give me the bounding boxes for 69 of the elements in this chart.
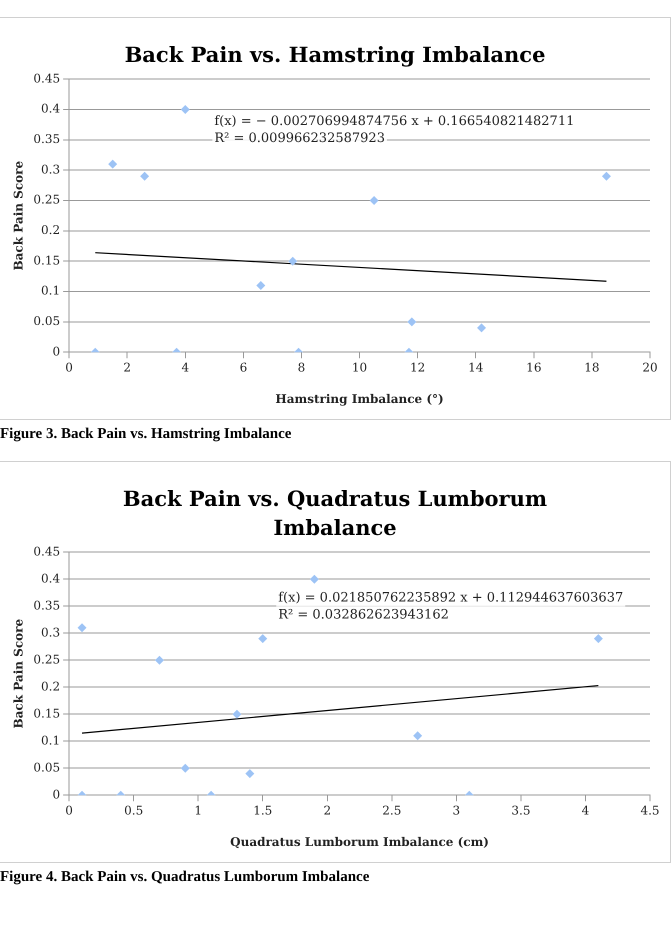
y-tick-label: 0.4 bbox=[41, 102, 60, 116]
point bbox=[370, 196, 379, 206]
x-tick-label: 4 bbox=[181, 360, 190, 375]
x-tick-label: 4 bbox=[582, 804, 590, 818]
chart-title: Back Pain vs. Quadratus Lumborum Imbalance bbox=[122, 485, 548, 542]
y-tick-label: 0.25 bbox=[33, 192, 60, 207]
point bbox=[78, 623, 87, 632]
point bbox=[154, 656, 164, 665]
y-tick-label: 0.05 bbox=[33, 314, 60, 328]
x-tick-label: 3.5 bbox=[511, 804, 530, 818]
y-tick-label: 0.4 bbox=[41, 571, 60, 586]
y-tick-label: 0.15 bbox=[33, 253, 60, 268]
point bbox=[594, 634, 603, 644]
y-tick-label: 0.1 bbox=[41, 284, 60, 298]
point bbox=[140, 172, 150, 181]
x-tick-label: 2.5 bbox=[382, 804, 402, 818]
x-axis-title: Quadratus Lumborum Imbalance (cm) bbox=[230, 834, 489, 849]
x-tick-label: 0 bbox=[65, 360, 73, 375]
y-tick-label: 0 bbox=[52, 787, 60, 802]
x-tick-label: 20 bbox=[642, 360, 658, 375]
y-tick-label: 0.05 bbox=[33, 760, 60, 774]
point bbox=[602, 172, 611, 181]
x-tick-label: 0.5 bbox=[124, 804, 144, 818]
point bbox=[258, 634, 268, 644]
point bbox=[413, 731, 422, 740]
y-tick-label: 0.2 bbox=[41, 679, 60, 694]
x-tick-label: 2 bbox=[323, 804, 332, 818]
point bbox=[108, 160, 118, 169]
y-tick-label: 0 bbox=[52, 344, 60, 358]
y-tick-label: 0.1 bbox=[41, 733, 60, 748]
x-tick-label: 1 bbox=[194, 804, 202, 818]
x-tick-label: 3 bbox=[452, 804, 460, 818]
x-tick-label: 16 bbox=[526, 360, 542, 375]
x-tick-label: 8 bbox=[298, 360, 306, 375]
annotation: f(x) = 0.021850762235892 x + 0.112944637603637 bbox=[278, 590, 624, 606]
x-tick-label: 4.5 bbox=[640, 804, 660, 818]
point bbox=[407, 317, 416, 326]
y-tick-label: 0.45 bbox=[33, 71, 60, 86]
annotation: f(x) = − 0.002706994874756 x + 0.166540821482711 bbox=[214, 114, 574, 129]
caption: Figure 3. Back Pain vs. Hamstring Imbalance bbox=[0, 426, 292, 443]
y-tick-label: 0.25 bbox=[33, 652, 60, 666]
point bbox=[288, 256, 298, 266]
y-tick-label: 0.3 bbox=[41, 625, 60, 640]
point bbox=[477, 323, 486, 332]
y-tick-label: 0.45 bbox=[33, 544, 60, 558]
x-tick-label: 10 bbox=[352, 360, 368, 375]
point bbox=[232, 710, 242, 719]
caption: Figure 4. Back Pain vs. Quadratus Lumborum Imbalance bbox=[0, 869, 370, 886]
point bbox=[256, 280, 266, 290]
x-tick-label: 12 bbox=[410, 360, 426, 375]
y-tick-label: 0.35 bbox=[33, 132, 60, 146]
y-axis-title: Back Pain Score bbox=[11, 618, 26, 728]
chart-title: Back Pain vs. Hamstring Imbalance bbox=[124, 41, 546, 69]
point bbox=[310, 574, 319, 584]
x-tick-label: 1.5 bbox=[253, 804, 272, 818]
x-tick-label: 6 bbox=[240, 360, 248, 375]
annotation: R² = 0.009966232587923 bbox=[214, 130, 385, 146]
y-tick-label: 0.35 bbox=[33, 598, 60, 612]
point bbox=[180, 105, 190, 114]
x-axis-title: Hamstring Imbalance (°) bbox=[275, 392, 444, 406]
x-tick-label: 2 bbox=[123, 360, 132, 375]
annotation: R² = 0.032862623943162 bbox=[278, 608, 449, 623]
y-tick-label: 0.3 bbox=[41, 162, 60, 176]
x-tick-label: 18 bbox=[584, 360, 600, 375]
y-tick-label: 0.15 bbox=[33, 706, 60, 720]
y-tick-label: 0.2 bbox=[41, 222, 60, 237]
x-tick-label: 14 bbox=[468, 360, 484, 375]
x-tick-label: 0 bbox=[65, 804, 73, 818]
y-axis-title: Back Pain Score bbox=[11, 160, 26, 270]
